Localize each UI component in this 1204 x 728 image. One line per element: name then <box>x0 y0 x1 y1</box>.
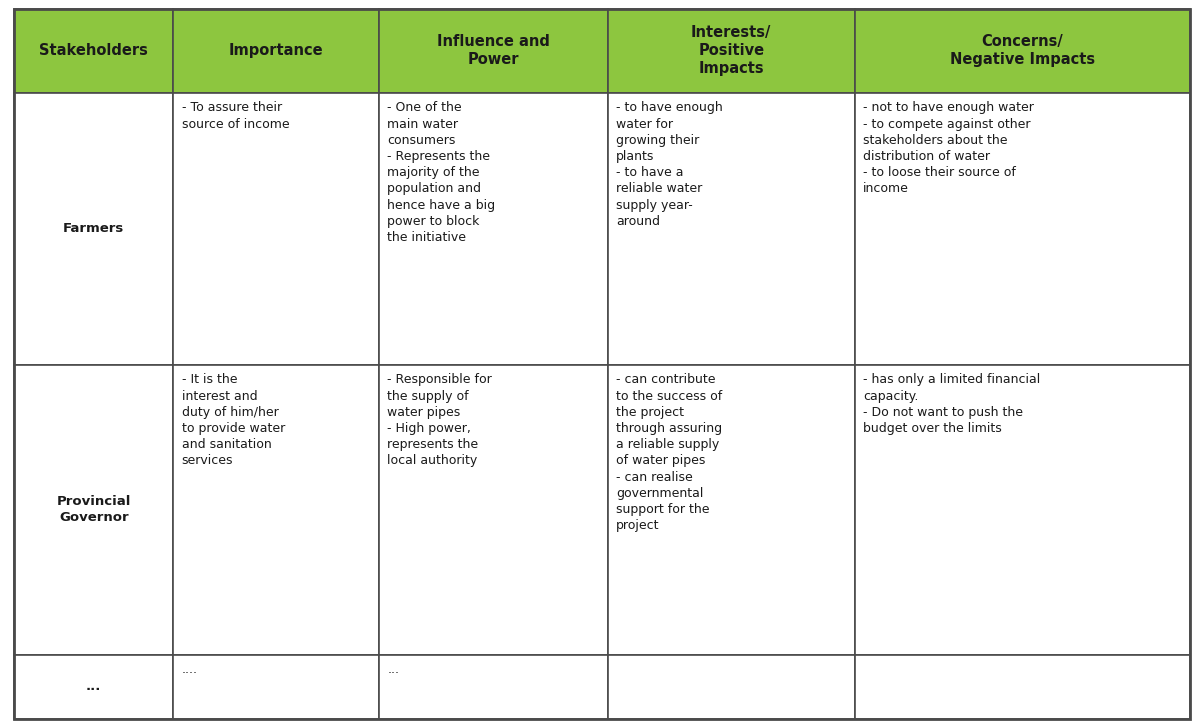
Text: - Responsible for
the supply of
water pipes
- High power,
represents the
local a: - Responsible for the supply of water pi… <box>388 373 492 467</box>
Bar <box>173 365 379 654</box>
Bar <box>608 654 855 719</box>
Text: - To assure their
source of income: - To assure their source of income <box>182 101 289 130</box>
Text: ...: ... <box>85 681 101 694</box>
Text: - not to have enough water
- to compete against other
stakeholders about the
dis: - not to have enough water - to compete … <box>863 101 1034 195</box>
Bar <box>608 365 855 654</box>
Bar <box>379 92 608 365</box>
Bar <box>608 92 855 365</box>
Text: Interests/
Positive
Impacts: Interests/ Positive Impacts <box>691 25 772 76</box>
Bar <box>855 365 1190 654</box>
Bar <box>173 9 379 92</box>
Bar <box>379 654 608 719</box>
Bar <box>14 9 173 92</box>
Text: - It is the
interest and
duty of him/her
to provide water
and sanitation
service: - It is the interest and duty of him/her… <box>182 373 285 467</box>
Bar <box>173 654 379 719</box>
Text: ...: ... <box>388 663 400 676</box>
Bar <box>14 365 173 654</box>
Text: Concerns/
Negative Impacts: Concerns/ Negative Impacts <box>950 34 1094 67</box>
Text: - has only a limited financial
capacity.
- Do not want to push the
budget over t: - has only a limited financial capacity.… <box>863 373 1040 435</box>
Text: Influence and
Power: Influence and Power <box>437 34 550 67</box>
Text: - to have enough
water for
growing their
plants
- to have a
reliable water
suppl: - to have enough water for growing their… <box>616 101 724 228</box>
Text: Stakeholders: Stakeholders <box>40 43 148 58</box>
Bar <box>379 365 608 654</box>
Bar <box>379 9 608 92</box>
Text: ....: .... <box>182 663 197 676</box>
Bar <box>14 92 173 365</box>
Text: - One of the
main water
consumers
- Represents the
majority of the
population an: - One of the main water consumers - Repr… <box>388 101 495 244</box>
Text: Provincial
Governor: Provincial Governor <box>57 495 131 524</box>
Bar <box>14 654 173 719</box>
Bar <box>608 9 855 92</box>
Bar <box>173 92 379 365</box>
Bar <box>855 92 1190 365</box>
Text: Farmers: Farmers <box>63 222 124 235</box>
Bar <box>855 654 1190 719</box>
Text: - can contribute
to the success of
the project
through assuring
a reliable suppl: - can contribute to the success of the p… <box>616 373 722 532</box>
Text: Importance: Importance <box>229 43 323 58</box>
Bar <box>855 9 1190 92</box>
